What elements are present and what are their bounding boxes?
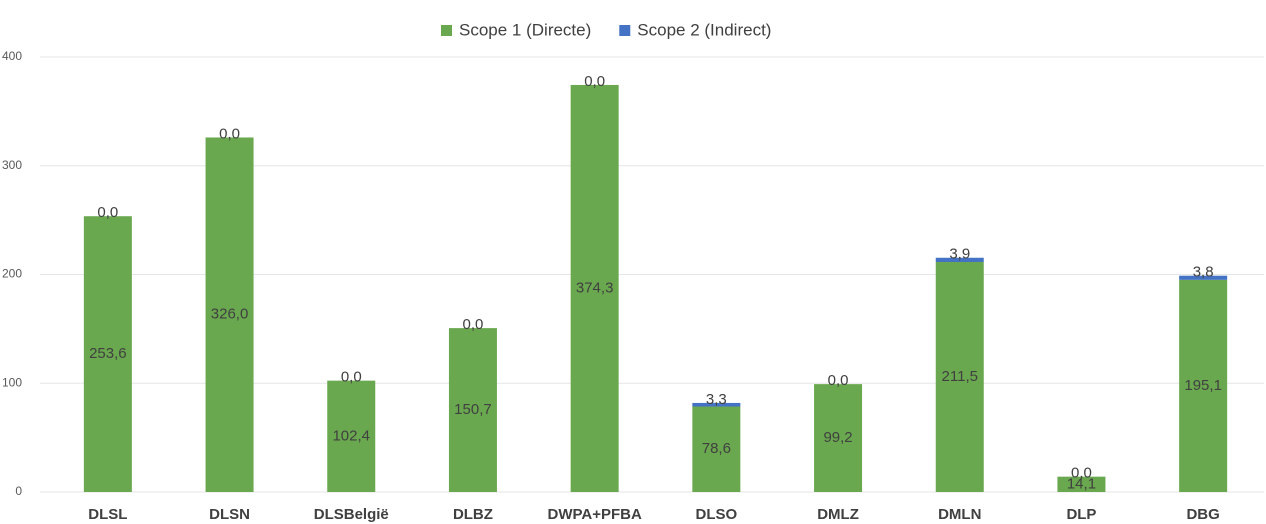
data-label: 0,0 — [219, 125, 240, 142]
data-label: 3,9 — [949, 246, 970, 263]
legend-swatch — [441, 25, 452, 36]
legend-label: Scope 2 (Indirect) — [637, 20, 771, 39]
data-label: 3,3 — [706, 391, 727, 408]
x-tick-label: DMLN — [938, 506, 981, 523]
y-tick-label: 300 — [2, 158, 22, 172]
data-label: 14,1 — [1067, 475, 1096, 492]
x-tick-label: DBG — [1186, 506, 1219, 523]
legend-swatch — [619, 25, 631, 36]
bar-segment — [935, 261, 984, 492]
bar-segment — [1179, 279, 1228, 492]
data-label: 253,6 — [89, 345, 127, 362]
y-tick-label: 200 — [2, 267, 22, 281]
data-label: 0,0 — [584, 73, 605, 90]
x-tick-label: DLSN — [209, 506, 250, 523]
data-label: 0,0 — [1071, 465, 1092, 482]
y-tick-label: 400 — [2, 49, 22, 63]
x-tick-label: DWPA+PFBA — [547, 506, 641, 523]
bar-segment — [935, 257, 984, 262]
data-label: 374,3 — [576, 279, 614, 296]
bar-segment — [83, 216, 132, 492]
data-label: 3,8 — [1193, 264, 1214, 281]
x-tick-label: DLSO — [696, 506, 738, 523]
data-label: 326,0 — [211, 306, 249, 323]
legend-label: Scope 1 (Directe) — [459, 20, 591, 39]
bar-segment — [448, 328, 497, 492]
bar-segment — [814, 384, 863, 492]
data-label: 150,7 — [454, 401, 492, 418]
data-label: 0,0 — [463, 316, 484, 333]
data-label: 99,2 — [823, 429, 852, 446]
bar-segment — [205, 137, 254, 492]
y-tick-label: 0 — [15, 484, 22, 498]
x-tick-label: DLSBelgië — [314, 506, 389, 523]
bar-segment — [1179, 275, 1228, 280]
data-label: 102,4 — [332, 427, 370, 444]
x-tick-label: DMLZ — [817, 506, 859, 523]
y-tick-label: 100 — [2, 375, 22, 389]
data-label: 0,0 — [97, 204, 118, 221]
x-tick-label: DLBZ — [453, 506, 493, 523]
bar-segment — [692, 406, 741, 492]
data-label: 78,6 — [702, 440, 731, 457]
data-label: 0,0 — [341, 369, 362, 386]
x-tick-label: DLP — [1066, 506, 1096, 523]
x-tick-label: DLSL — [88, 506, 127, 523]
data-label: 0,0 — [828, 372, 849, 389]
data-label: 195,1 — [1184, 377, 1222, 394]
bar-segment — [1057, 476, 1106, 492]
data-label: 211,5 — [942, 368, 978, 385]
bar-segment — [570, 84, 619, 492]
bar-segment — [692, 402, 741, 407]
bar-segment — [327, 380, 376, 492]
